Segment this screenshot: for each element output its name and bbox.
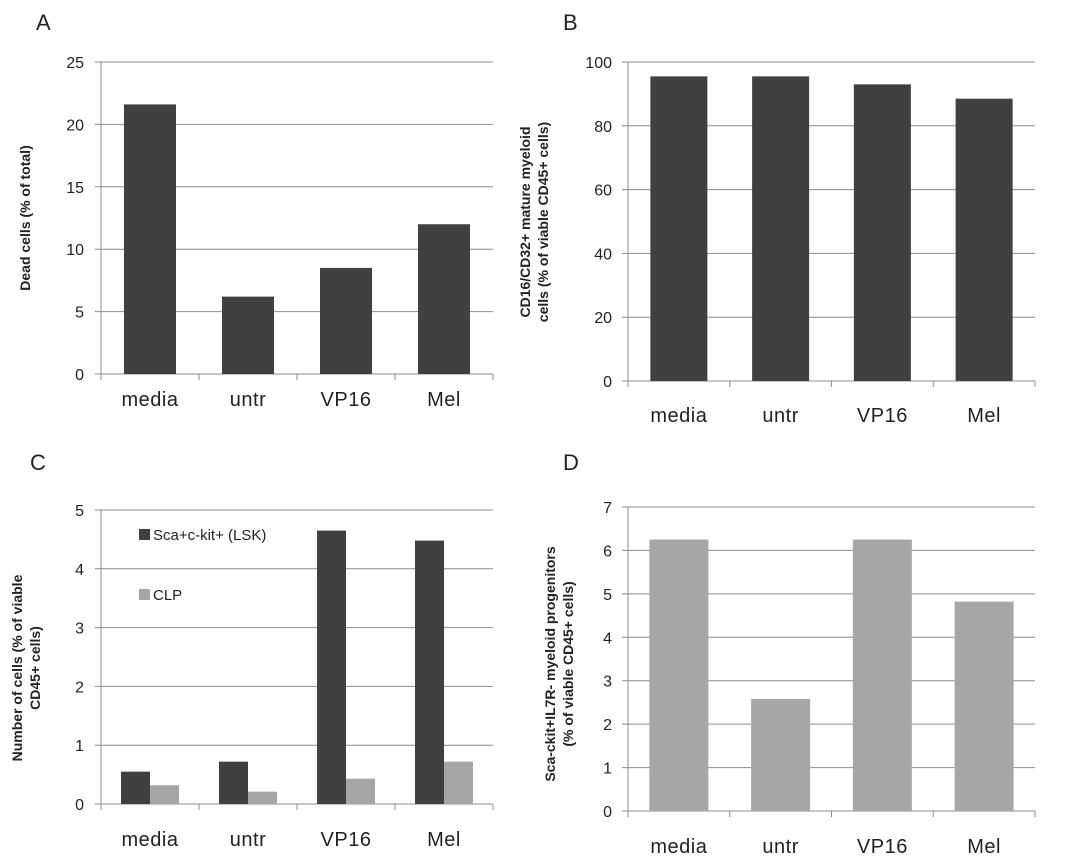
y-tick-label: 4 — [75, 562, 84, 579]
bar — [649, 539, 709, 811]
y-tick-label: 15 — [66, 180, 84, 197]
y-tick-label: 6 — [603, 543, 612, 560]
y-axis-label-line: (% of viable CD45+ cells) — [560, 581, 576, 746]
x-tick-label: VP16 — [321, 829, 372, 851]
x-tick-label: untr — [230, 389, 266, 411]
legend-label: Sca+c-kit+ (LSK) — [153, 527, 266, 544]
x-tick-label: VP16 — [321, 389, 372, 411]
y-axis-label-line: cells (% of viable CD45+ cells) — [535, 122, 551, 322]
x-tick-label: VP16 — [857, 405, 908, 427]
chart-panel-b: 0 20 40 60 80 100 media untr VP16 Mel CD16/CD32+ m… — [517, 55, 1036, 427]
bar — [852, 539, 912, 811]
y-tick-label: 5 — [75, 305, 84, 322]
x-tick-label: media — [122, 389, 179, 411]
bar — [150, 785, 179, 804]
x-tick-label: untr — [762, 836, 798, 858]
y-tick-label: 20 — [66, 117, 84, 134]
legend: Sca+c-kit+ (LSK) CLP — [139, 527, 266, 604]
bar — [320, 267, 372, 374]
y-tick-label: 2 — [75, 679, 84, 696]
x-tick-label: untr — [230, 829, 266, 851]
y-tick-label: 2 — [603, 717, 612, 734]
y-tick-label: 0 — [75, 367, 84, 384]
y-tick-label: 3 — [75, 621, 84, 638]
bar — [955, 98, 1013, 381]
y-axis-label: Dead cells (% of total) — [17, 145, 33, 290]
bar — [222, 296, 274, 374]
y-tick-label: 0 — [75, 797, 84, 814]
y-tick-label: 25 — [66, 55, 84, 72]
chart-panel-a: 0 5 10 15 20 25 media untr VP16 Mel Dead cells (% … — [17, 55, 494, 411]
legend-label: CLP — [153, 587, 182, 604]
x-tick-label: VP16 — [857, 836, 908, 858]
x-tick-label: media — [122, 829, 179, 851]
bar — [415, 540, 444, 804]
y-tick-label: 20 — [594, 310, 612, 327]
y-tick-label: 5 — [75, 503, 84, 520]
chart-panel-c: 0 1 2 3 4 5 media untr VP16 Mel Number of cells (%… — [9, 503, 494, 851]
y-axis-label-line: Dead cells (% of total) — [17, 145, 33, 290]
bar — [346, 778, 375, 804]
y-axis-label-line: Number of cells (% of viable — [9, 574, 25, 761]
bar — [954, 601, 1014, 811]
y-tick-label: 80 — [594, 119, 612, 136]
y-tick-label: 7 — [603, 500, 612, 517]
bar — [444, 761, 473, 804]
bar — [121, 771, 150, 804]
y-tick-label: 10 — [66, 242, 84, 259]
y-axis-label-line: Sca-ckit+IL7R- myeloid progenitors — [542, 546, 558, 782]
chart-panel-d: 0 1 2 3 4 5 6 7 media untr VP16 Mel Sca-ckit+IL7R- m… — [542, 500, 1036, 858]
panel-label-b: B — [563, 10, 578, 35]
y-axis-label-line: CD45+ cells) — [27, 626, 43, 710]
bar — [248, 791, 277, 804]
legend-swatch — [139, 529, 150, 540]
legend-swatch — [139, 589, 150, 600]
y-tick-label: 0 — [603, 804, 612, 821]
y-axis-label-line: CD16/CD32+ mature myeloid — [517, 126, 533, 317]
y-tick-label: 1 — [75, 738, 84, 755]
x-tick-label: media — [650, 405, 707, 427]
x-tick-label: Mel — [427, 829, 461, 851]
bar — [219, 761, 248, 804]
panel-label-d: D — [563, 450, 579, 475]
bar — [650, 76, 708, 381]
y-tick-label: 100 — [585, 55, 612, 72]
x-tick-label: Mel — [967, 405, 1001, 427]
x-tick-label: media — [650, 836, 707, 858]
bar — [418, 224, 470, 374]
y-tick-label: 60 — [594, 183, 612, 200]
x-tick-label: untr — [762, 405, 798, 427]
y-tick-label: 1 — [603, 761, 612, 778]
panel-label-c: C — [30, 450, 46, 475]
bar — [752, 76, 810, 381]
y-axis-label: Sca-ckit+IL7R- myeloid progenitors (% of … — [542, 546, 576, 782]
y-axis-label: Number of cells (% of viable CD45+ cells) — [9, 574, 43, 761]
x-tick-label: Mel — [967, 836, 1001, 858]
y-tick-label: 5 — [603, 587, 612, 604]
y-tick-label: 0 — [603, 374, 612, 391]
bar — [853, 84, 911, 381]
bar — [124, 104, 176, 374]
bar — [751, 698, 811, 811]
y-tick-label: 40 — [594, 246, 612, 263]
y-axis-label: CD16/CD32+ mature myeloid cells (% of via… — [517, 122, 551, 322]
y-tick-label: 3 — [603, 674, 612, 691]
x-tick-label: Mel — [427, 389, 461, 411]
panel-label-a: A — [36, 10, 51, 35]
bar — [317, 530, 346, 804]
y-tick-label: 4 — [603, 630, 612, 647]
